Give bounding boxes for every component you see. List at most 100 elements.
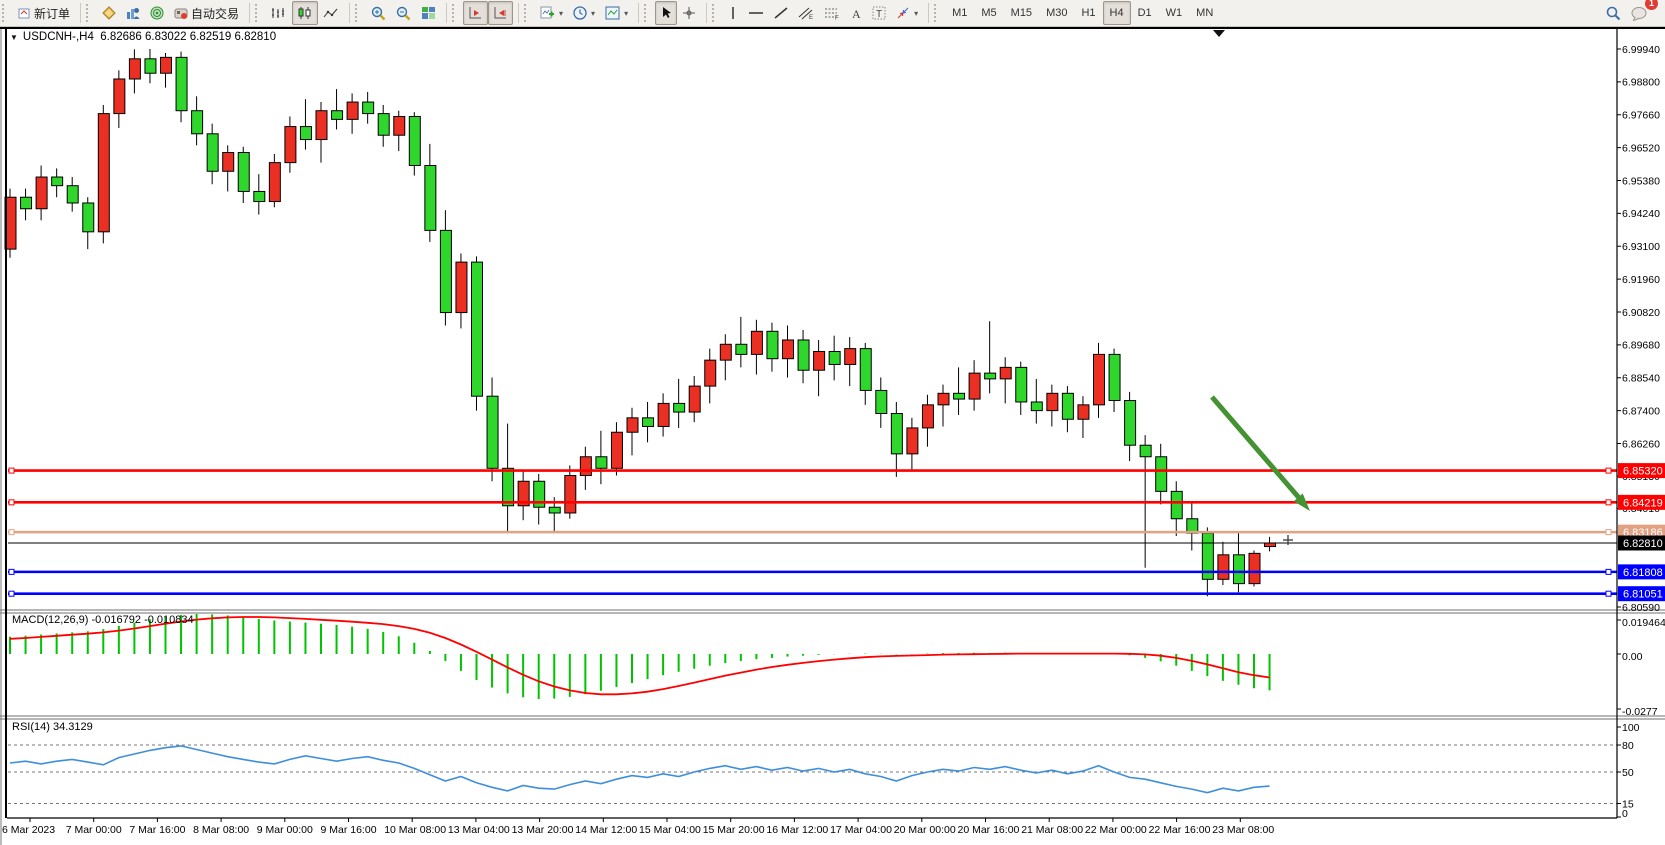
line-anchor-handle[interactable]: [8, 529, 15, 536]
candle[interactable]: [362, 101, 375, 115]
data-window-icon[interactable]: [121, 1, 145, 25]
candle[interactable]: [813, 351, 826, 371]
line-anchor-handle[interactable]: [1605, 467, 1612, 474]
candle[interactable]: [113, 78, 126, 115]
candle[interactable]: [782, 339, 794, 360]
candle[interactable]: [1170, 490, 1183, 520]
candle[interactable]: [517, 480, 530, 507]
candle[interactable]: [937, 392, 950, 406]
candle[interactable]: [642, 417, 655, 427]
line-anchor-handle[interactable]: [8, 499, 15, 506]
timeframe-mn-button[interactable]: MN: [1196, 7, 1214, 19]
timeframe-w1-button[interactable]: W1: [1165, 7, 1183, 19]
toolbar-grip[interactable]: [86, 4, 93, 22]
period-button[interactable]: ▾: [568, 1, 600, 25]
candle[interactable]: [1108, 353, 1121, 402]
template-button[interactable]: ▾: [600, 1, 633, 25]
chart-shift-button[interactable]: [488, 1, 514, 25]
equidistant-channel-button[interactable]: E: [793, 1, 819, 25]
navigator-icon[interactable]: [145, 1, 169, 25]
candle[interactable]: [175, 56, 188, 112]
text-label-button[interactable]: T: [867, 1, 891, 25]
candle[interactable]: [844, 348, 857, 365]
new-chart-button-dropdown-icon[interactable]: ▾: [559, 8, 564, 18]
candle[interactable]: [455, 261, 468, 314]
candle[interactable]: [797, 339, 810, 371]
toolbar-grip[interactable]: [255, 4, 262, 22]
line-anchor-handle[interactable]: [8, 467, 15, 474]
line-anchor-handle[interactable]: [1605, 499, 1612, 506]
candle[interactable]: [564, 474, 577, 514]
candle[interactable]: [673, 402, 686, 413]
candle[interactable]: [191, 110, 204, 135]
trend-arrow-object[interactable]: [1210, 395, 1302, 501]
toolbar-grip[interactable]: [644, 4, 651, 22]
period-button-dropdown-icon[interactable]: ▾: [591, 8, 596, 18]
candle[interactable]: [393, 115, 406, 136]
toolbar-grip[interactable]: [524, 4, 531, 22]
candle[interactable]: [719, 343, 732, 361]
candle[interactable]: [999, 366, 1012, 380]
arrows-button-dropdown-icon[interactable]: ▾: [914, 8, 919, 18]
candle[interactable]: [921, 404, 934, 429]
candlestick-chart-button[interactable]: [292, 1, 319, 25]
candle[interactable]: [1264, 542, 1277, 548]
new-order-button[interactable]: 新订单: [13, 1, 75, 25]
candle[interactable]: [1015, 366, 1028, 403]
candle[interactable]: [533, 480, 546, 508]
candle[interactable]: [1217, 554, 1230, 580]
vertical-line-button[interactable]: [723, 1, 743, 25]
candle[interactable]: [253, 190, 266, 203]
candle[interactable]: [471, 261, 483, 397]
line-anchor-handle[interactable]: [1605, 590, 1612, 597]
candle[interactable]: [1030, 401, 1043, 412]
candle[interactable]: [82, 202, 95, 233]
chart-background[interactable]: [0, 27, 1665, 845]
candle[interactable]: [1232, 554, 1245, 585]
candle[interactable]: [51, 176, 64, 187]
candle[interactable]: [222, 152, 235, 172]
candle[interactable]: [968, 372, 981, 400]
candle[interactable]: [502, 467, 515, 507]
one-click-trading-toggle[interactable]: ▼: [10, 32, 18, 42]
candle[interactable]: [424, 165, 437, 231]
timeframe-m15-button[interactable]: M15: [1010, 7, 1033, 19]
candle[interactable]: [346, 101, 359, 120]
timeframe-m1-button[interactable]: M1: [952, 7, 968, 19]
crosshair-button[interactable]: [677, 1, 701, 25]
chat-button[interactable]: 1: [1626, 0, 1658, 25]
candle[interactable]: [206, 133, 219, 172]
candle[interactable]: [237, 152, 250, 192]
candle[interactable]: [688, 385, 701, 413]
bar-chart-button[interactable]: [266, 1, 292, 25]
timeframe-m5-button[interactable]: M5: [981, 7, 997, 19]
text-button[interactable]: A: [845, 1, 867, 25]
candle[interactable]: [20, 196, 33, 210]
search-button[interactable]: [1600, 1, 1626, 25]
timeframe-d1-button[interactable]: D1: [1137, 7, 1152, 19]
candle[interactable]: [268, 162, 281, 203]
cursor-button[interactable]: [655, 1, 678, 25]
candle[interactable]: [331, 110, 344, 120]
line-anchor-handle[interactable]: [8, 590, 15, 597]
candle[interactable]: [299, 126, 312, 141]
candle[interactable]: [1046, 392, 1059, 412]
candle[interactable]: [144, 58, 157, 74]
candle[interactable]: [408, 115, 421, 167]
fibonacci-button[interactable]: F: [819, 1, 845, 25]
candle[interactable]: [859, 348, 872, 391]
horizontal-line-button[interactable]: [743, 1, 769, 25]
toolbar-grip[interactable]: [355, 4, 362, 22]
candle[interactable]: [626, 417, 639, 433]
candle[interactable]: [875, 389, 888, 414]
candle[interactable]: [128, 58, 141, 80]
scroll-to-end-button[interactable]: [463, 1, 489, 25]
arrows-button[interactable]: ▾: [891, 1, 923, 25]
candle[interactable]: [890, 412, 903, 455]
toolbar-grip[interactable]: [452, 4, 459, 22]
tile-windows-button[interactable]: [416, 1, 441, 25]
candle[interactable]: [595, 456, 608, 469]
line-anchor-handle[interactable]: [1605, 568, 1612, 575]
candle[interactable]: [35, 176, 48, 210]
candle[interactable]: [906, 427, 919, 455]
